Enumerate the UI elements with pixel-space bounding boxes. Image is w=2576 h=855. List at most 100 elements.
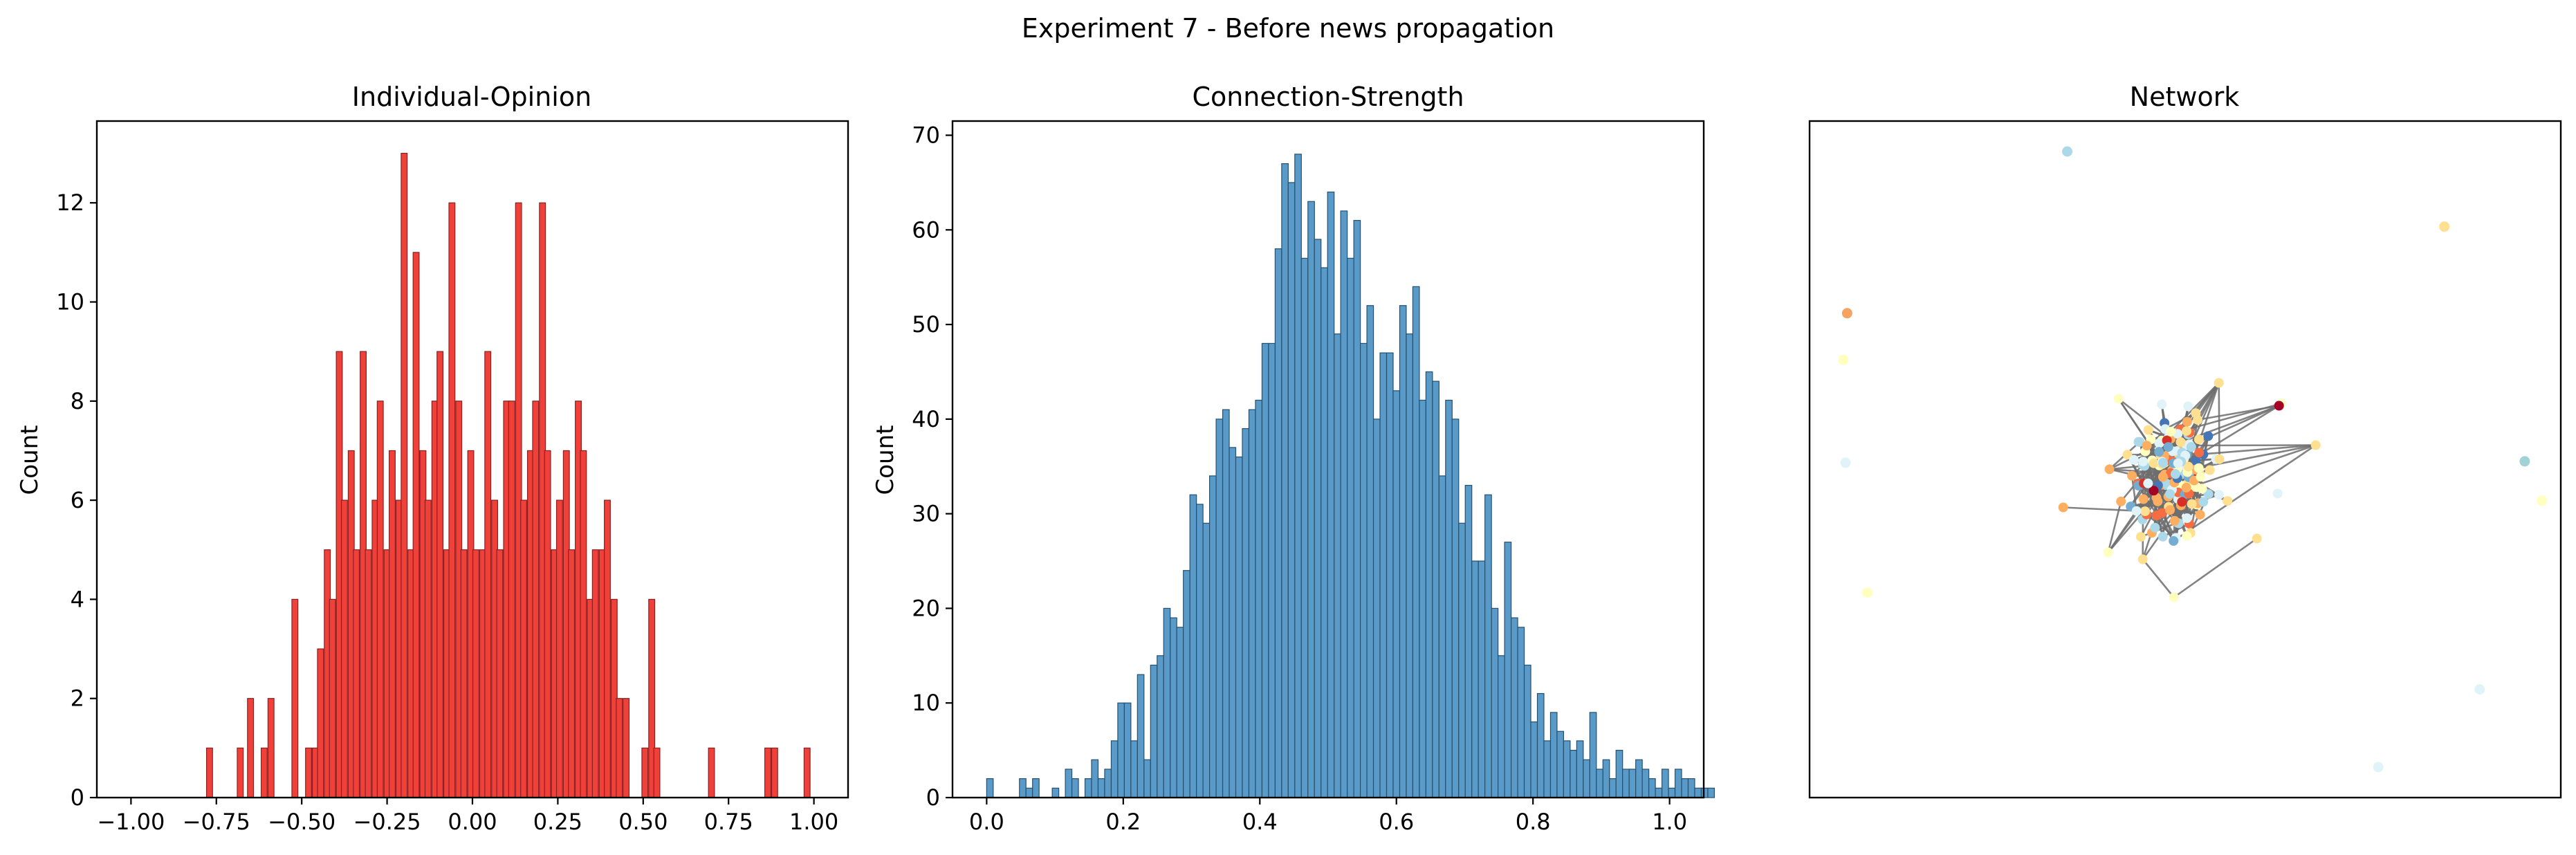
strength-bar [1314,239,1322,798]
network-node [2181,482,2191,493]
strength-bar [1196,504,1204,798]
strength-bar [1707,787,1715,798]
opinion-bar [237,747,244,798]
opinion-y-tick-label: 6 [71,487,84,513]
network-node [2195,510,2205,520]
network-node [2127,470,2137,481]
strength-bar [1583,759,1590,798]
strength-bar [1051,787,1060,798]
network-edge [2126,454,2177,539]
opinion-histogram-title: Individual-Opinion [352,82,591,112]
network-node [2131,506,2142,516]
network-node [2171,469,2180,479]
opinion-bar [247,698,255,798]
network-node [2214,490,2224,500]
network-edge [2146,439,2152,515]
strength-x-tick-label: 0.0 [969,809,1004,835]
strength-y-axis-label: Count [872,425,899,495]
opinion-bar [484,351,492,798]
opinion-bar [365,549,372,798]
strength-plot-frame [951,120,1705,799]
opinion-bar [291,598,299,798]
network-isolated-node [2474,684,2485,695]
network-node [2058,502,2068,513]
strength-bar [1661,769,1669,798]
strength-bar [1110,740,1119,798]
network-node [2186,442,2196,452]
opinion-bar [803,747,811,798]
strength-bar [1478,560,1486,798]
strength-bar [1412,286,1420,798]
network-node [2193,463,2204,473]
strength-bar [1019,778,1027,798]
strength-bar [1641,769,1650,798]
network-node [2193,434,2204,445]
opinion-bar [340,499,348,798]
strength-bar [1327,191,1335,798]
network-node [2150,522,2160,533]
opinion-x-tick-label: −0.50 [268,809,335,835]
opinion-bar [616,698,623,798]
network-node [2196,472,2206,482]
opinion-bar [508,401,515,798]
strength-bar [1242,428,1250,798]
opinion-bar [653,747,661,798]
network-node [2182,531,2192,541]
strength-bar [1347,257,1354,798]
network-isolated-node [2062,146,2072,157]
opinion-bar [708,747,715,798]
opinion-x-axis: −1.00 −0.75 −0.50 −0.25 0.00 0.25 0.50 0.75 1.00 [97,798,838,835]
strength-bar [1406,333,1414,798]
network-plot-frame [1808,120,2562,799]
strength-bar [1530,721,1538,798]
opinion-histogram-panel: Individual-Opinion Count −1.00 −0.75 −0.50… [16,82,849,835]
strength-bar [1091,759,1099,798]
strength-bar [1504,542,1512,798]
strength-bar [1576,740,1584,798]
network-node [2154,447,2164,457]
opinion-x-tick-label: 1.00 [789,809,838,835]
strength-bar [1379,352,1388,798]
strength-bar [1498,655,1505,798]
strength-bar [1628,769,1637,798]
strength-bar [1648,778,1656,798]
strength-bar [1366,305,1374,798]
opinion-bar [532,401,540,798]
network-node [2151,511,2162,520]
strength-bar [1655,787,1663,798]
network-node [2158,472,2168,482]
strength-bar [1143,759,1151,798]
opinion-bar [472,549,479,798]
network-isolated-node [2373,762,2384,773]
strength-bar [1589,712,1597,798]
network-node [2194,448,2205,458]
opinion-bar [424,499,432,798]
network-node [2203,431,2214,441]
network-edge [2107,501,2122,553]
opinion-x-tick-label: −1.00 [97,809,165,835]
strength-bar [1261,342,1269,798]
network-node [2183,461,2193,472]
network-node [2149,486,2159,496]
network-node [2175,437,2186,447]
network-node [2183,401,2193,412]
network-node [2137,554,2148,564]
opinion-bar [764,747,771,798]
network-node [2205,465,2215,475]
strength-bar [1674,769,1682,798]
strength-bar [1694,787,1702,798]
network-node [2165,505,2175,515]
network-node [2143,478,2153,488]
opinion-y-tick-label: 0 [71,784,84,811]
strength-bar [1334,333,1341,798]
network-node [2182,426,2191,436]
network-isolated-node [2519,456,2530,467]
network-node [2154,438,2164,448]
figure-suptitle: Experiment 7 - Before news propagation [1022,13,1554,44]
strength-bar [1222,409,1230,798]
strength-y-axis: 0 10 20 30 40 50 60 70 [912,122,953,811]
network-node [2142,441,2152,451]
strength-x-tick-label: 0.2 [1105,809,1141,835]
strength-bar [1268,342,1276,798]
strength-bar [1163,607,1171,798]
